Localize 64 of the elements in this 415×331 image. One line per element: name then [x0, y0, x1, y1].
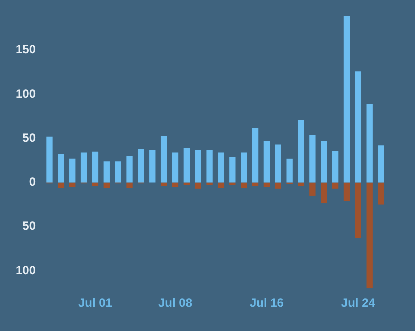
y-tick-label: 50 [22, 219, 36, 234]
bar [378, 182, 384, 205]
bar [355, 182, 362, 238]
bar [252, 128, 259, 183]
bar [218, 182, 224, 188]
bar [104, 182, 110, 188]
bar [138, 149, 144, 183]
bar [58, 154, 64, 183]
bar [310, 135, 316, 183]
bar [92, 182, 99, 186]
bar [150, 150, 156, 183]
bar [92, 152, 99, 183]
bar [332, 182, 339, 189]
x-tick-label: Jul 01 [78, 296, 113, 310]
bar [366, 182, 373, 289]
bar [241, 182, 248, 188]
bar [286, 158, 293, 183]
bar [104, 162, 110, 183]
bar [252, 182, 259, 186]
bar [264, 182, 270, 188]
y-tick-label: 0 [29, 175, 36, 190]
bar [230, 157, 236, 183]
bar [70, 158, 76, 183]
bar [115, 162, 122, 183]
bar [184, 182, 190, 186]
bar [298, 120, 304, 183]
bar [218, 152, 224, 183]
bar [160, 182, 168, 186]
bar [344, 16, 350, 183]
bar [58, 182, 64, 188]
bar [46, 136, 53, 183]
bar [195, 150, 202, 183]
bar [275, 144, 282, 183]
bar [321, 141, 328, 183]
bar [206, 150, 213, 183]
bar [241, 152, 248, 183]
bar [298, 182, 304, 186]
bar [321, 182, 328, 204]
bar [332, 150, 339, 183]
bar [184, 148, 190, 183]
bar [195, 182, 202, 189]
bar [206, 182, 213, 186]
bar [126, 182, 133, 188]
bar [172, 152, 179, 183]
bar [366, 104, 373, 183]
bar [126, 156, 133, 183]
bar [264, 141, 270, 183]
x-tick-label: Jul 08 [158, 296, 193, 310]
bar [70, 182, 76, 188]
y-tick-label: 100 [16, 86, 36, 101]
bar [80, 152, 88, 183]
bar [230, 182, 236, 186]
y-tick-label: 150 [16, 42, 36, 57]
bar [172, 182, 179, 188]
x-tick-label: Jul 16 [250, 296, 284, 310]
x-tick-label: Jul 24 [341, 296, 376, 310]
bar [160, 136, 168, 183]
bar [310, 182, 316, 196]
bar [355, 72, 362, 183]
bar [344, 182, 350, 202]
y-tick-label: 50 [22, 130, 36, 145]
y-tick-label: 100 [16, 263, 36, 278]
bar [275, 182, 282, 189]
bar [378, 146, 384, 183]
